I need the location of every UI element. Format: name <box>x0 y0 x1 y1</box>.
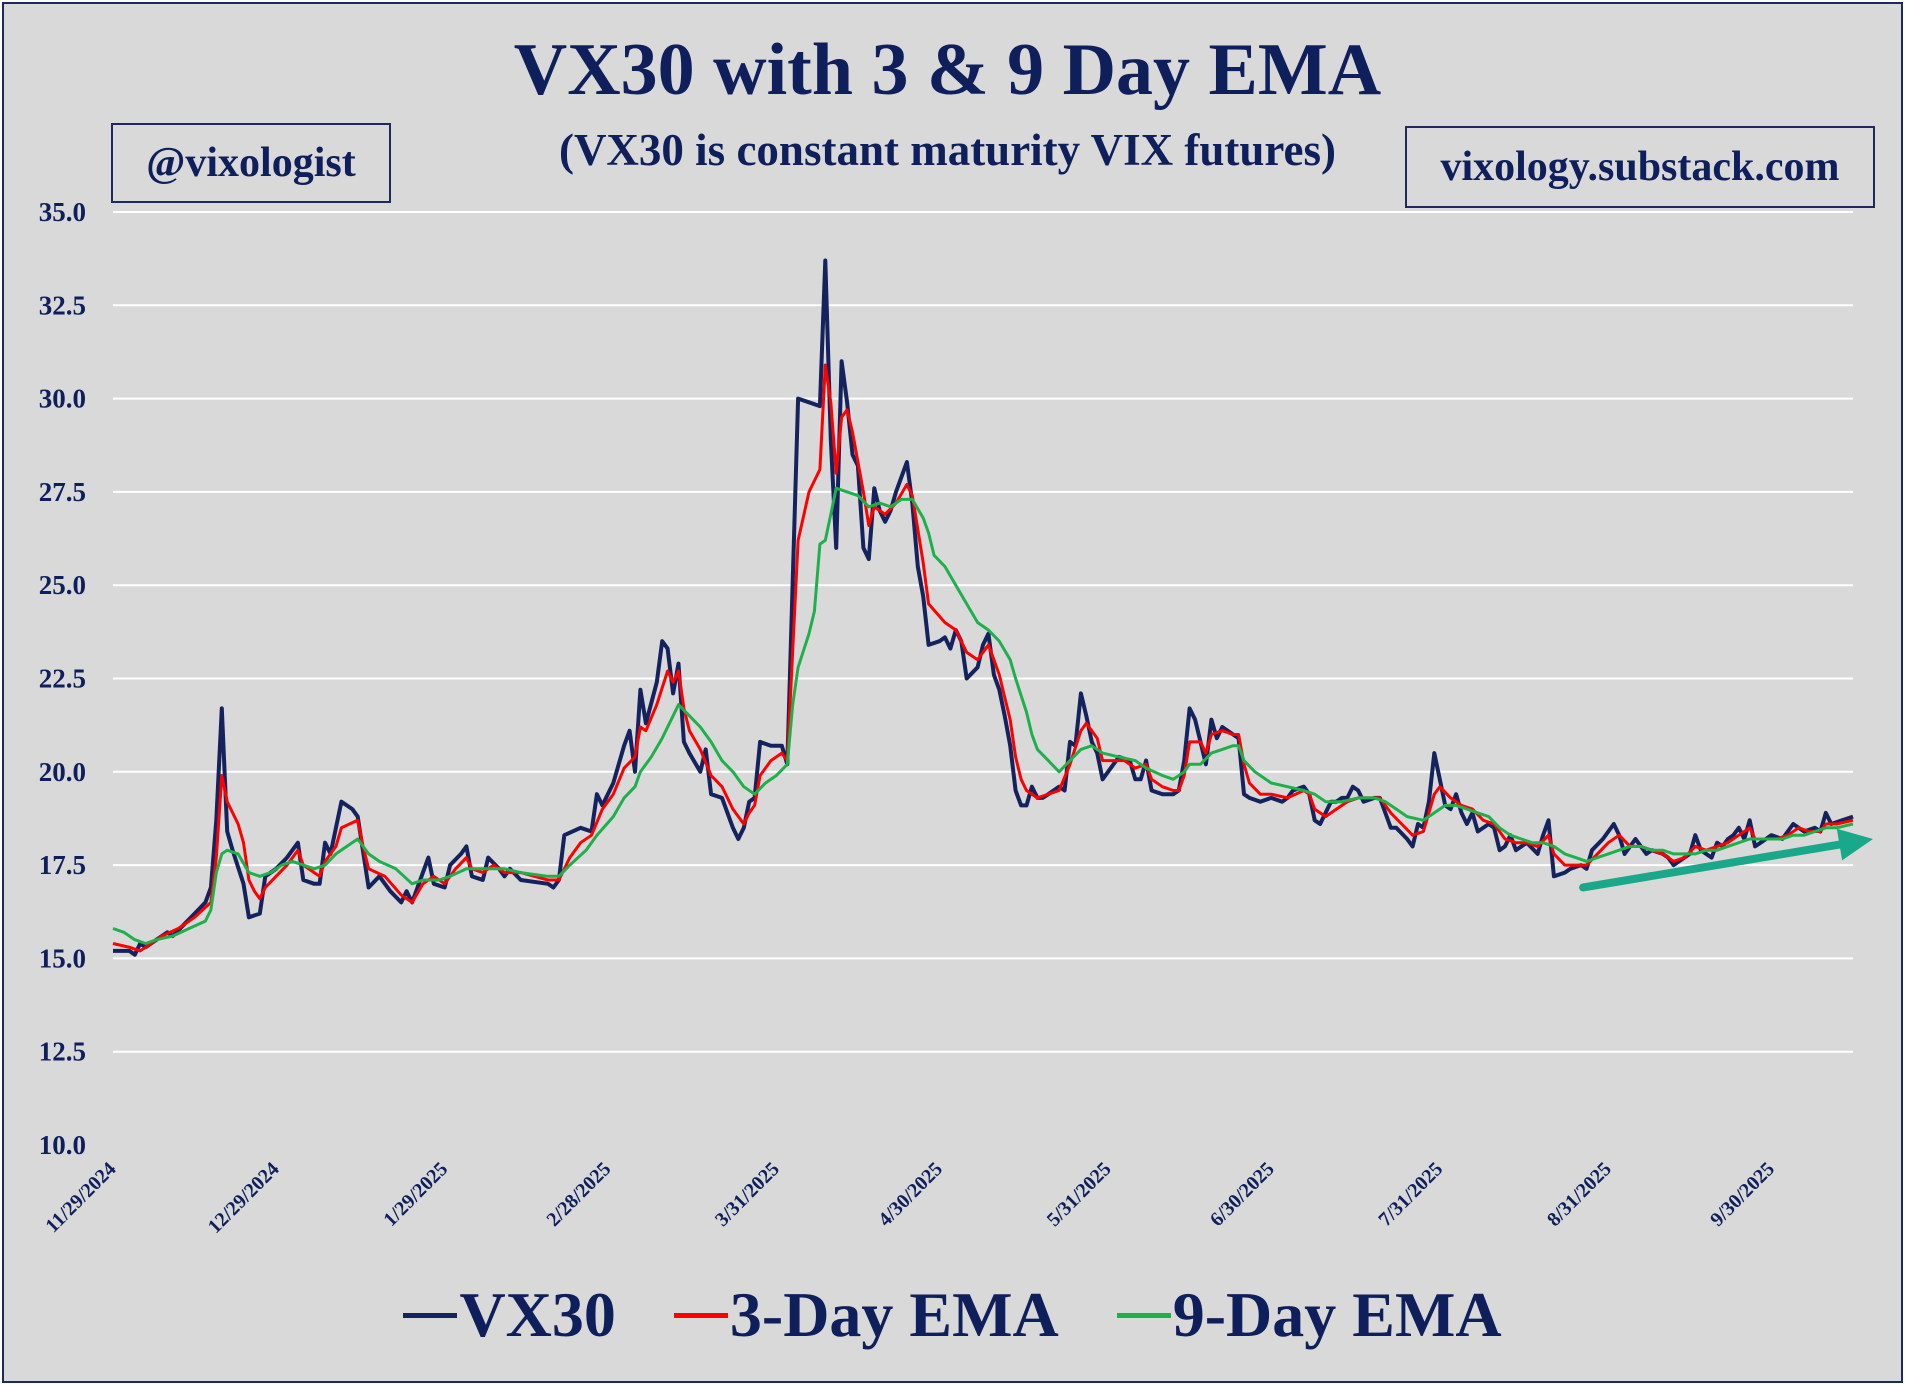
series-line-vx30 <box>113 258 1854 957</box>
gridlines <box>113 211 1853 1053</box>
chart-title: VX30 with 3 & 9 Day EMA <box>513 29 1382 111</box>
x-tick-label: 9/30/2025 <box>1706 1158 1779 1231</box>
x-tick-label: 5/31/2025 <box>1043 1158 1116 1231</box>
x-tick-label: 8/31/2025 <box>1543 1158 1616 1231</box>
y-tick-label: 15.0 <box>39 943 86 973</box>
legend-label-vx30: VX30 <box>459 1279 616 1350</box>
y-tick-label: 17.5 <box>39 850 86 880</box>
x-tick-label: 11/29/2024 <box>41 1158 120 1237</box>
legend-swatch-ema9 <box>1116 1312 1171 1318</box>
x-tick-label: 4/30/2025 <box>874 1158 947 1231</box>
y-tick-label: 10.0 <box>39 1130 86 1160</box>
y-tick-label: 35.0 <box>39 197 86 227</box>
y-tick-label: 25.0 <box>39 570 86 600</box>
x-tick-label: 2/28/2025 <box>542 1158 615 1231</box>
site-label: vixology.substack.com <box>1440 144 1840 190</box>
legend-item-ema9: 9-Day EMA <box>1116 1278 1502 1352</box>
y-tick-label: 27.5 <box>39 477 86 507</box>
y-tick-label: 30.0 <box>39 384 86 414</box>
y-tick-label: 22.5 <box>39 664 86 694</box>
legend-swatch-ema3 <box>673 1312 728 1318</box>
x-tick-label: 1/29/2025 <box>379 1158 452 1231</box>
legend-item-vx30: VX30 <box>403 1278 616 1352</box>
chart-subtitle: (VX30 is constant maturity VIX futures) <box>558 125 1337 175</box>
trend-arrow-head <box>1836 828 1873 861</box>
y-axis-ticks: 10.0 12.5 15.0 17.5 20.0 22.5 25.0 27.5 30.0 32.5… <box>39 197 86 1160</box>
x-tick-label: 6/30/2025 <box>1206 1158 1279 1231</box>
series-lines <box>112 258 1854 957</box>
site-label-box: vixology.substack.com <box>1405 126 1875 208</box>
x-tick-label: 7/31/2025 <box>1374 1158 1447 1231</box>
x-tick-label: 3/31/2025 <box>711 1158 784 1231</box>
legend-label-ema3: 3-Day EMA <box>729 1279 1059 1350</box>
legend-swatch-vx30 <box>403 1312 458 1318</box>
series-line-9-day-ema <box>112 486 1854 945</box>
chart-legend: VX30 3-Day EMA 9-Day EMA <box>0 1278 1905 1352</box>
handle-label-box: @vixologist <box>111 123 391 203</box>
y-tick-label: 32.5 <box>39 290 86 320</box>
y-tick-label: 20.0 <box>39 757 86 787</box>
x-tick-label: 12/29/2024 <box>204 1158 284 1238</box>
legend-label-ema9: 9-Day EMA <box>1172 1279 1502 1350</box>
series-line-3-day-ema <box>112 363 1854 953</box>
x-axis-ticks: 11/29/2024 12/29/2024 1/29/2025 2/28/2025 3/… <box>41 1158 1779 1238</box>
trend-arrow-shaft <box>1579 840 1844 892</box>
legend-item-ema3: 3-Day EMA <box>673 1278 1059 1352</box>
trend-arrow-group <box>1579 828 1873 892</box>
y-tick-label: 12.5 <box>39 1037 86 1067</box>
handle-label: @vixologist <box>146 140 356 186</box>
